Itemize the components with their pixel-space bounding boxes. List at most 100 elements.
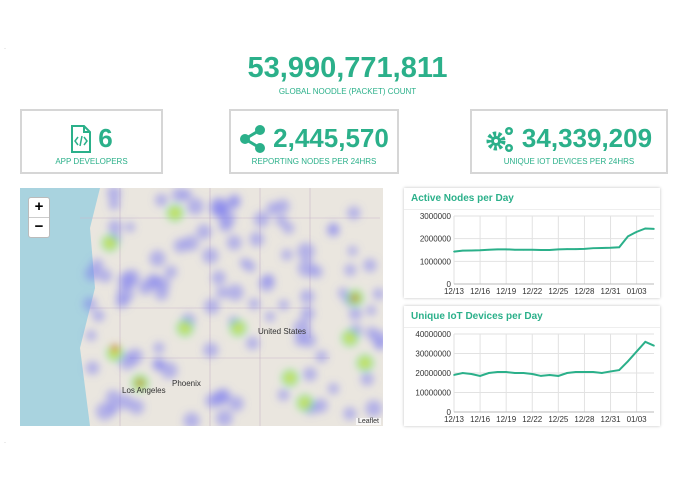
x-tick-label: 12/28	[574, 415, 595, 424]
y-tick-label: 10000000	[415, 389, 451, 398]
data-point	[479, 375, 481, 377]
data-point	[453, 374, 455, 376]
data-point	[479, 249, 481, 252]
data-point	[505, 371, 507, 373]
heat-spot	[246, 336, 260, 350]
data-point	[644, 227, 647, 230]
heat-spot	[327, 383, 339, 395]
data-point	[557, 248, 560, 251]
data-point	[514, 248, 516, 251]
heat-spot	[352, 295, 358, 301]
x-tick-label: 01/03	[627, 415, 648, 424]
data-point	[574, 371, 577, 373]
data-point	[618, 246, 621, 249]
data-point	[635, 350, 638, 353]
data-point	[496, 248, 499, 251]
share-icon	[240, 124, 266, 153]
series-line	[453, 227, 655, 253]
x-tick-label: 12/16	[470, 287, 491, 296]
heat-spot	[85, 330, 97, 341]
y-tick-label: 0	[447, 408, 452, 417]
heat-spot	[264, 311, 276, 322]
heat-spot	[153, 342, 165, 354]
stat-value: 6	[98, 123, 113, 153]
x-tick-label: 12/25	[548, 415, 569, 424]
data-point	[522, 372, 525, 374]
heat-spot	[297, 259, 316, 278]
heat-spot	[107, 402, 120, 415]
heat-spot	[83, 297, 97, 311]
data-point	[487, 248, 490, 251]
data-point	[653, 344, 655, 347]
x-tick-label: 12/19	[496, 415, 517, 424]
heat-spot	[164, 265, 178, 279]
active-nodes-chart: 3000000 2000000 1000000 012/13 12/16 12/19 12/…	[420, 212, 655, 296]
iot-devices-panel: Unique IoT Devices per Day 40000000 30000…	[404, 306, 660, 426]
data-point	[627, 360, 629, 363]
heat-spot	[183, 412, 200, 426]
heat-spot	[348, 307, 363, 321]
heat-spot	[315, 350, 328, 363]
heat-spot	[125, 222, 136, 233]
heat-spot	[150, 275, 161, 286]
data-point	[566, 248, 568, 250]
heat-spot	[361, 359, 369, 367]
zoom-out-button[interactable]: −	[29, 217, 49, 237]
heat-spot	[215, 409, 233, 426]
x-tick-label: 12/19	[496, 287, 517, 296]
stat-value: 34,339,209	[521, 123, 653, 153]
data-point	[601, 247, 603, 249]
iot-devices-chart: 40000000 30000000 20000000 10000000 012/13 12…	[415, 330, 655, 424]
y-tick-label: 1000000	[420, 257, 452, 266]
chart-title: Unique IoT Devices per Day	[404, 306, 660, 328]
heat-spot	[107, 219, 122, 234]
heat-spot	[297, 242, 315, 261]
data-point	[644, 341, 647, 343]
stat-label: REPORTING NODES PER 24HRS	[251, 157, 377, 166]
data-point	[514, 372, 516, 374]
stat-app-developers: 6 APP DEVELOPERS	[20, 109, 163, 174]
stat-iot-devices: 34,339,209 UNIQUE IOT DEVICES PER 24HRS	[470, 109, 668, 174]
data-point	[470, 249, 473, 252]
stat-value: 2,445,570	[273, 123, 389, 153]
data-point	[574, 248, 577, 250]
heat-spot	[239, 257, 250, 269]
map-layer: United States Los Angeles Phoenix	[20, 188, 383, 426]
heat-spot	[160, 362, 178, 379]
heat-spot	[98, 268, 113, 283]
x-tick-label: 12/28	[574, 287, 595, 296]
heat-spot	[372, 288, 383, 300]
heat-spot	[275, 214, 288, 227]
x-tick-label: 12/16	[470, 415, 491, 424]
global-count-value: 53,990,771,811	[247, 52, 448, 84]
x-tick-label: 12/25	[548, 287, 569, 296]
heat-spot	[216, 286, 229, 299]
heat-spot	[226, 284, 244, 301]
heat-spot	[203, 298, 220, 315]
y-tick-label: 0	[447, 280, 452, 289]
heat-spot	[202, 247, 219, 264]
y-tick-label: 40000000	[415, 330, 451, 339]
heat-spot	[248, 298, 260, 310]
heat-spot	[277, 389, 290, 401]
x-tick-label: 12/13	[444, 287, 465, 296]
heat-spot	[85, 361, 100, 375]
data-point	[609, 246, 612, 249]
heatmap-map[interactable]: United States Los Angeles Phoenix + − Le…	[20, 188, 383, 426]
heat-spot	[226, 235, 242, 251]
zoom-in-button[interactable]: +	[34, 198, 44, 215]
marker: ·	[4, 440, 6, 446]
data-point	[531, 373, 534, 375]
stat-reporting-nodes: 2,445,570 REPORTING NODES PER 24HRS	[229, 109, 399, 174]
attribution-link[interactable]: Leaflet	[355, 418, 381, 425]
heat-spot	[347, 245, 358, 257]
stat-label: APP DEVELOPERS	[55, 157, 128, 166]
heat-spot	[226, 196, 240, 210]
y-tick-label: 3000000	[420, 212, 452, 221]
global-count: 53,990,771,811 GLOBAL NOODLE (PACKET) CO…	[0, 52, 695, 96]
data-point	[548, 374, 551, 376]
heat-spot	[228, 396, 244, 412]
heat-spot	[300, 306, 315, 321]
heat-spot	[171, 209, 179, 217]
heat-spot	[106, 188, 122, 201]
